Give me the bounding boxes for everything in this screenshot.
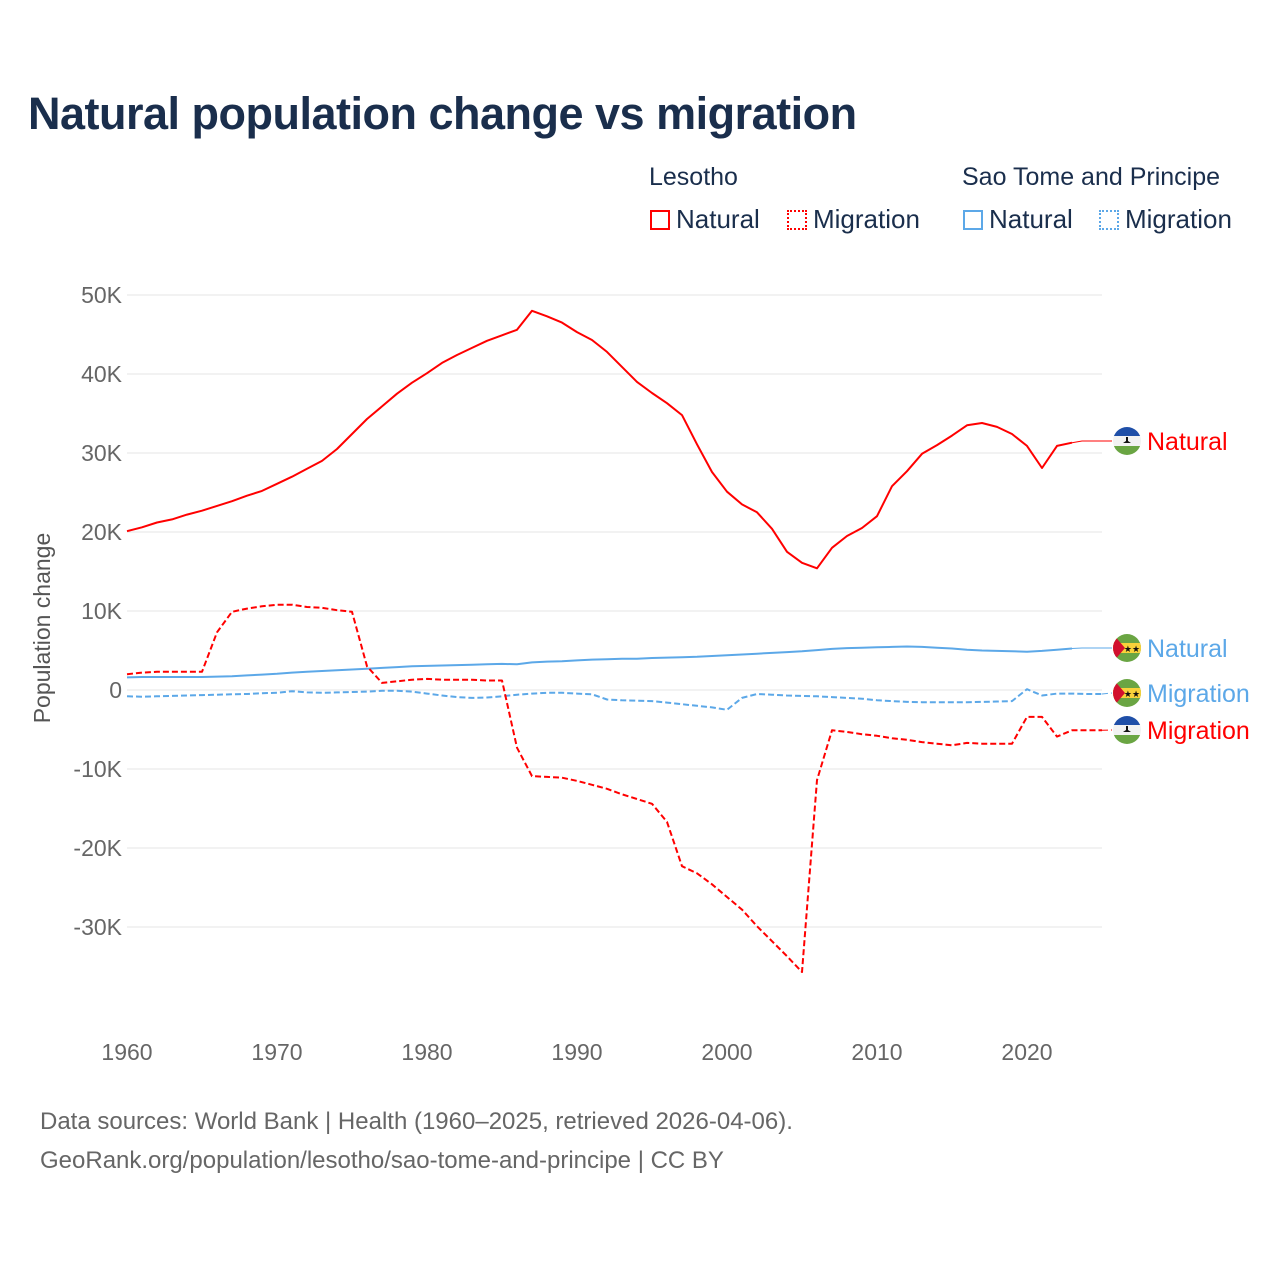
footer-link[interactable]: GeoRank.org/population/lesotho/sao-tome-…	[40, 1147, 724, 1174]
series-end-label: Natural	[1147, 428, 1228, 456]
legend-stp-migration[interactable]: Migration	[1099, 204, 1232, 235]
chart-title: Natural population change vs migration	[28, 88, 857, 139]
x-tick-label: 2010	[851, 1039, 902, 1065]
legend-label: Migration	[1125, 204, 1232, 234]
y-tick-label: -10K	[73, 756, 122, 782]
x-tick-label: 1990	[551, 1039, 602, 1065]
sao-tome-flag-icon: ★★	[1113, 679, 1141, 707]
legend-swatch-dotted	[787, 209, 807, 230]
flag-body: ★★	[1113, 679, 1141, 707]
flag-body: ★★	[1113, 634, 1141, 662]
flag-stripe-yellow	[1113, 643, 1141, 653]
flag-triangle-red	[1113, 679, 1125, 707]
legend-label: Natural	[989, 204, 1073, 234]
legend-lesotho-migration[interactable]: Migration	[787, 204, 920, 235]
series-line-lesotho-natural	[126, 309, 1073, 570]
y-tick-label: 30K	[81, 440, 123, 466]
star-icon: ★★	[1124, 689, 1140, 699]
series-line-sao-tome-and-principe-migration	[126, 688, 1102, 711]
legend-swatch-solid	[963, 209, 983, 230]
y-tick-label: 10K	[81, 598, 123, 624]
mokorotlo-hat-icon	[1123, 437, 1131, 443]
lesotho-flag-icon	[1113, 427, 1141, 455]
y-tick-label: 40K	[81, 361, 123, 387]
y-axis-label: Population change	[29, 533, 55, 724]
flag-stripe-yellow	[1113, 688, 1141, 698]
series-end-label: Natural	[1147, 635, 1228, 663]
flag-triangle-red	[1113, 634, 1125, 662]
legend-lesotho-natural[interactable]: Natural	[650, 204, 760, 235]
series-line-lesotho-migration	[126, 603, 1102, 973]
y-tick-label: 20K	[81, 519, 123, 545]
legend-label: Natural	[676, 204, 760, 234]
flag-stripe-blue	[1113, 716, 1141, 725]
flag-stripe-green	[1113, 735, 1141, 744]
x-tick-label: 2020	[1001, 1039, 1052, 1065]
series-end-label: Migration	[1147, 680, 1250, 708]
end-label-connector	[1071, 440, 1112, 444]
flag-stripe-blue	[1113, 427, 1141, 436]
x-tick-label: 1980	[401, 1039, 452, 1065]
legend-swatch-dotted	[1099, 209, 1119, 230]
end-label-connector	[1101, 692, 1113, 695]
series-end-label: Migration	[1147, 717, 1250, 745]
flag-body	[1113, 427, 1141, 455]
legend-stp-natural[interactable]: Natural	[963, 204, 1073, 235]
end-label-connector	[1071, 647, 1112, 650]
y-tick-label: 50K	[81, 282, 123, 308]
lesotho-flag-icon	[1113, 716, 1141, 744]
mokorotlo-hat-icon	[1123, 726, 1131, 732]
y-tick-label: -20K	[73, 835, 122, 861]
series-line-sao-tome-and-principe-natural	[126, 645, 1073, 679]
sao-tome-flag-icon: ★★	[1113, 634, 1141, 662]
x-tick-label: 1960	[101, 1039, 152, 1065]
flag-body	[1113, 716, 1141, 744]
x-tick-label: 1970	[251, 1039, 302, 1065]
legend-group-lesotho: Lesotho	[649, 163, 738, 191]
legend-swatch-solid	[650, 209, 670, 230]
legend-label: Migration	[813, 204, 920, 234]
y-tick-label: 0	[109, 677, 122, 703]
flag-stripe-green	[1113, 446, 1141, 455]
x-tick-label: 2000	[701, 1039, 752, 1065]
star-icon: ★★	[1124, 644, 1140, 654]
footer-sources: Data sources: World Bank | Health (1960–…	[40, 1108, 793, 1135]
y-tick-label: -30K	[73, 914, 122, 940]
legend-group-stp: Sao Tome and Principe	[962, 163, 1221, 191]
